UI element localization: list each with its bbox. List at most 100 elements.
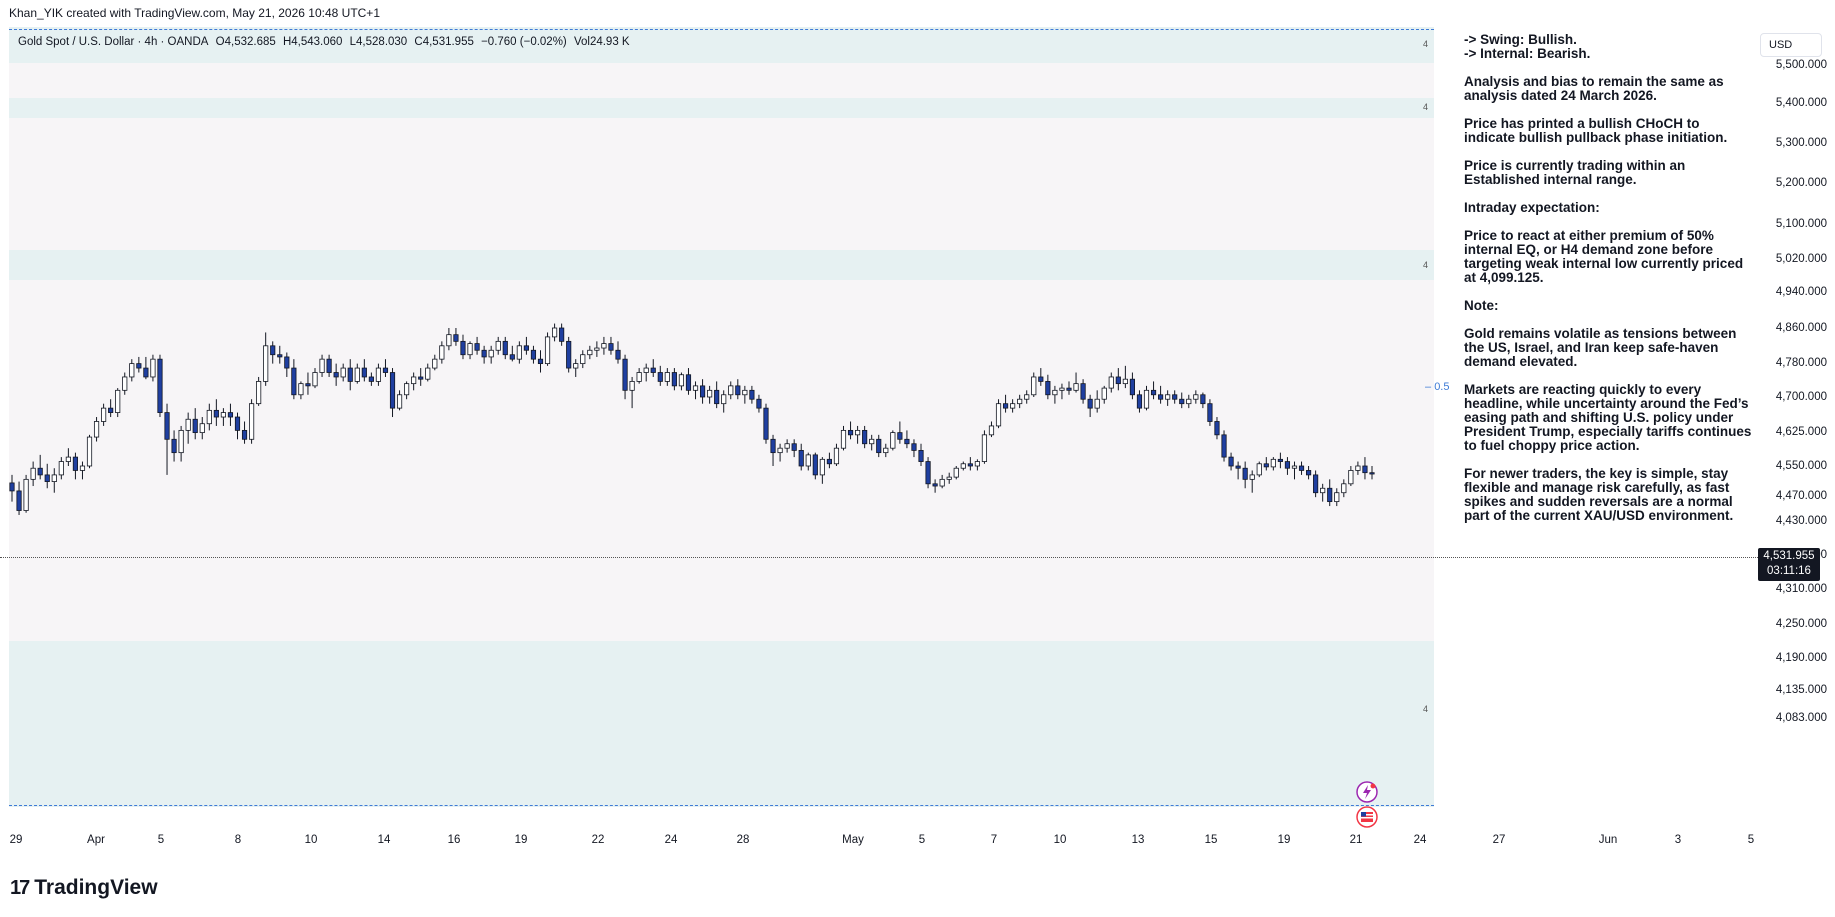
legend-volume: Vol24.93 K [573, 36, 630, 48]
candle [530, 345, 537, 364]
candle [1094, 390, 1100, 413]
candle [960, 461, 966, 471]
price-tick-label: 4,940.000 [1775, 286, 1827, 298]
candle [1277, 452, 1283, 469]
time-tick-label: 5 [918, 834, 926, 846]
candle [721, 390, 727, 413]
candle [728, 381, 734, 400]
candle [354, 363, 360, 384]
last-price-line [0, 557, 1758, 558]
candle [636, 368, 642, 384]
candle [1284, 457, 1291, 475]
price-tick-label: 4,083.000 [1775, 712, 1827, 724]
candle [1031, 372, 1037, 397]
price-tick-label: 4,700.000 [1775, 391, 1827, 403]
candle [1129, 372, 1135, 400]
candle [1002, 394, 1009, 413]
candle [995, 399, 1002, 429]
candle [108, 399, 114, 418]
candle [1073, 372, 1079, 393]
symbol-legend[interactable]: Gold Spot / U.S. Dollar · 4h · OANDA O4,… [18, 36, 634, 48]
bar-countdown: 03:11:16 [1767, 565, 1811, 577]
candle [911, 439, 917, 458]
candle [707, 385, 713, 404]
price-tick-label: 4,625.000 [1775, 426, 1827, 438]
candle [1263, 457, 1269, 471]
analysis-notes: -> Swing: Bullish. -> Internal: Bearish. A… [1464, 33, 1754, 537]
candle [601, 336, 607, 355]
candle [925, 457, 931, 489]
note-paragraph: Markets are reacting quickly to every he… [1464, 382, 1752, 453]
candle [72, 452, 79, 480]
price-tick-label: 5,100.000 [1775, 218, 1827, 230]
candle [1010, 399, 1016, 413]
candle [1313, 470, 1319, 498]
price-tick-label: 4,135.000 [1775, 684, 1827, 696]
legend-close: C4,531.955 [414, 36, 474, 48]
candle [234, 412, 241, 440]
zone-timeframe-tag: 4 [1422, 102, 1428, 112]
candle [1087, 394, 1093, 418]
candle [629, 376, 635, 409]
demand-zone: 4 [9, 641, 1434, 807]
price-axis[interactable]: 5,500.000 5,400.000 5,300.000 5,200.000 5,10… [1758, 27, 1835, 857]
candle [502, 336, 508, 360]
candle [544, 332, 551, 366]
candle [749, 385, 755, 404]
candle [883, 443, 889, 458]
candle [904, 430, 910, 449]
candle [756, 394, 762, 413]
candle [1214, 417, 1220, 440]
fib-level: 0.5 [1434, 381, 1450, 393]
candle [58, 457, 64, 480]
candle [1066, 381, 1072, 395]
currency-selector[interactable]: USD [1760, 33, 1822, 57]
price-tick-label: 5,020.000 [1775, 253, 1827, 265]
candle [1327, 479, 1333, 507]
note-paragraph: Note: [1464, 298, 1499, 313]
candle [735, 379, 741, 400]
candle [594, 341, 600, 357]
candle [855, 425, 861, 444]
candle [185, 412, 191, 444]
candle [368, 372, 374, 386]
chart-plot-area[interactable]: 4 4 4 4 [9, 27, 1434, 807]
candle [220, 408, 226, 426]
candle [1101, 385, 1107, 404]
time-axis[interactable]: 29 Apr 5 8 10 14 16 19 22 24 28 May 5 7 10 13 15 19 21 24 27… [0, 834, 1758, 852]
candle [1355, 461, 1361, 475]
candle [946, 472, 952, 484]
candle [622, 354, 628, 400]
candle [495, 336, 501, 355]
candle [657, 365, 663, 386]
candle [918, 443, 924, 466]
price-tick-label: 5,400.000 [1775, 97, 1827, 109]
candle [129, 359, 135, 382]
candle [439, 341, 445, 364]
lightning-event-icon[interactable] [1356, 781, 1378, 803]
note-paragraph: Price is currently trading within an Est… [1464, 158, 1686, 187]
candle [101, 403, 107, 426]
supply-zone-2: 4 [9, 98, 1434, 118]
price-tick-label: 4,250.000 [1775, 618, 1827, 630]
candle [164, 403, 170, 475]
price-tick-label: 4,190.000 [1775, 652, 1827, 664]
candle [1207, 399, 1213, 426]
zone-timeframe-tag: 4 [1422, 260, 1428, 270]
price-tick-label: 4,470.000 [1775, 490, 1827, 502]
tradingview-logo[interactable]: 17 TradingView [10, 876, 158, 900]
price-tick-label: 5,200.000 [1775, 177, 1827, 189]
candle [1150, 381, 1157, 400]
note-paragraph: Gold remains volatile as tensions betwee… [1464, 326, 1737, 369]
candle [16, 481, 22, 515]
us-flag-event-icon[interactable] [1356, 806, 1378, 828]
candle [692, 381, 699, 400]
note-paragraph: For newer traders, the key is simple, st… [1464, 466, 1734, 523]
note-paragraph: Price to react at either premium of 50% … [1464, 228, 1744, 285]
candle [833, 443, 840, 466]
candle [650, 359, 656, 377]
candle [481, 345, 487, 364]
candle [44, 463, 50, 489]
candle [1122, 365, 1128, 389]
candle [516, 341, 522, 364]
